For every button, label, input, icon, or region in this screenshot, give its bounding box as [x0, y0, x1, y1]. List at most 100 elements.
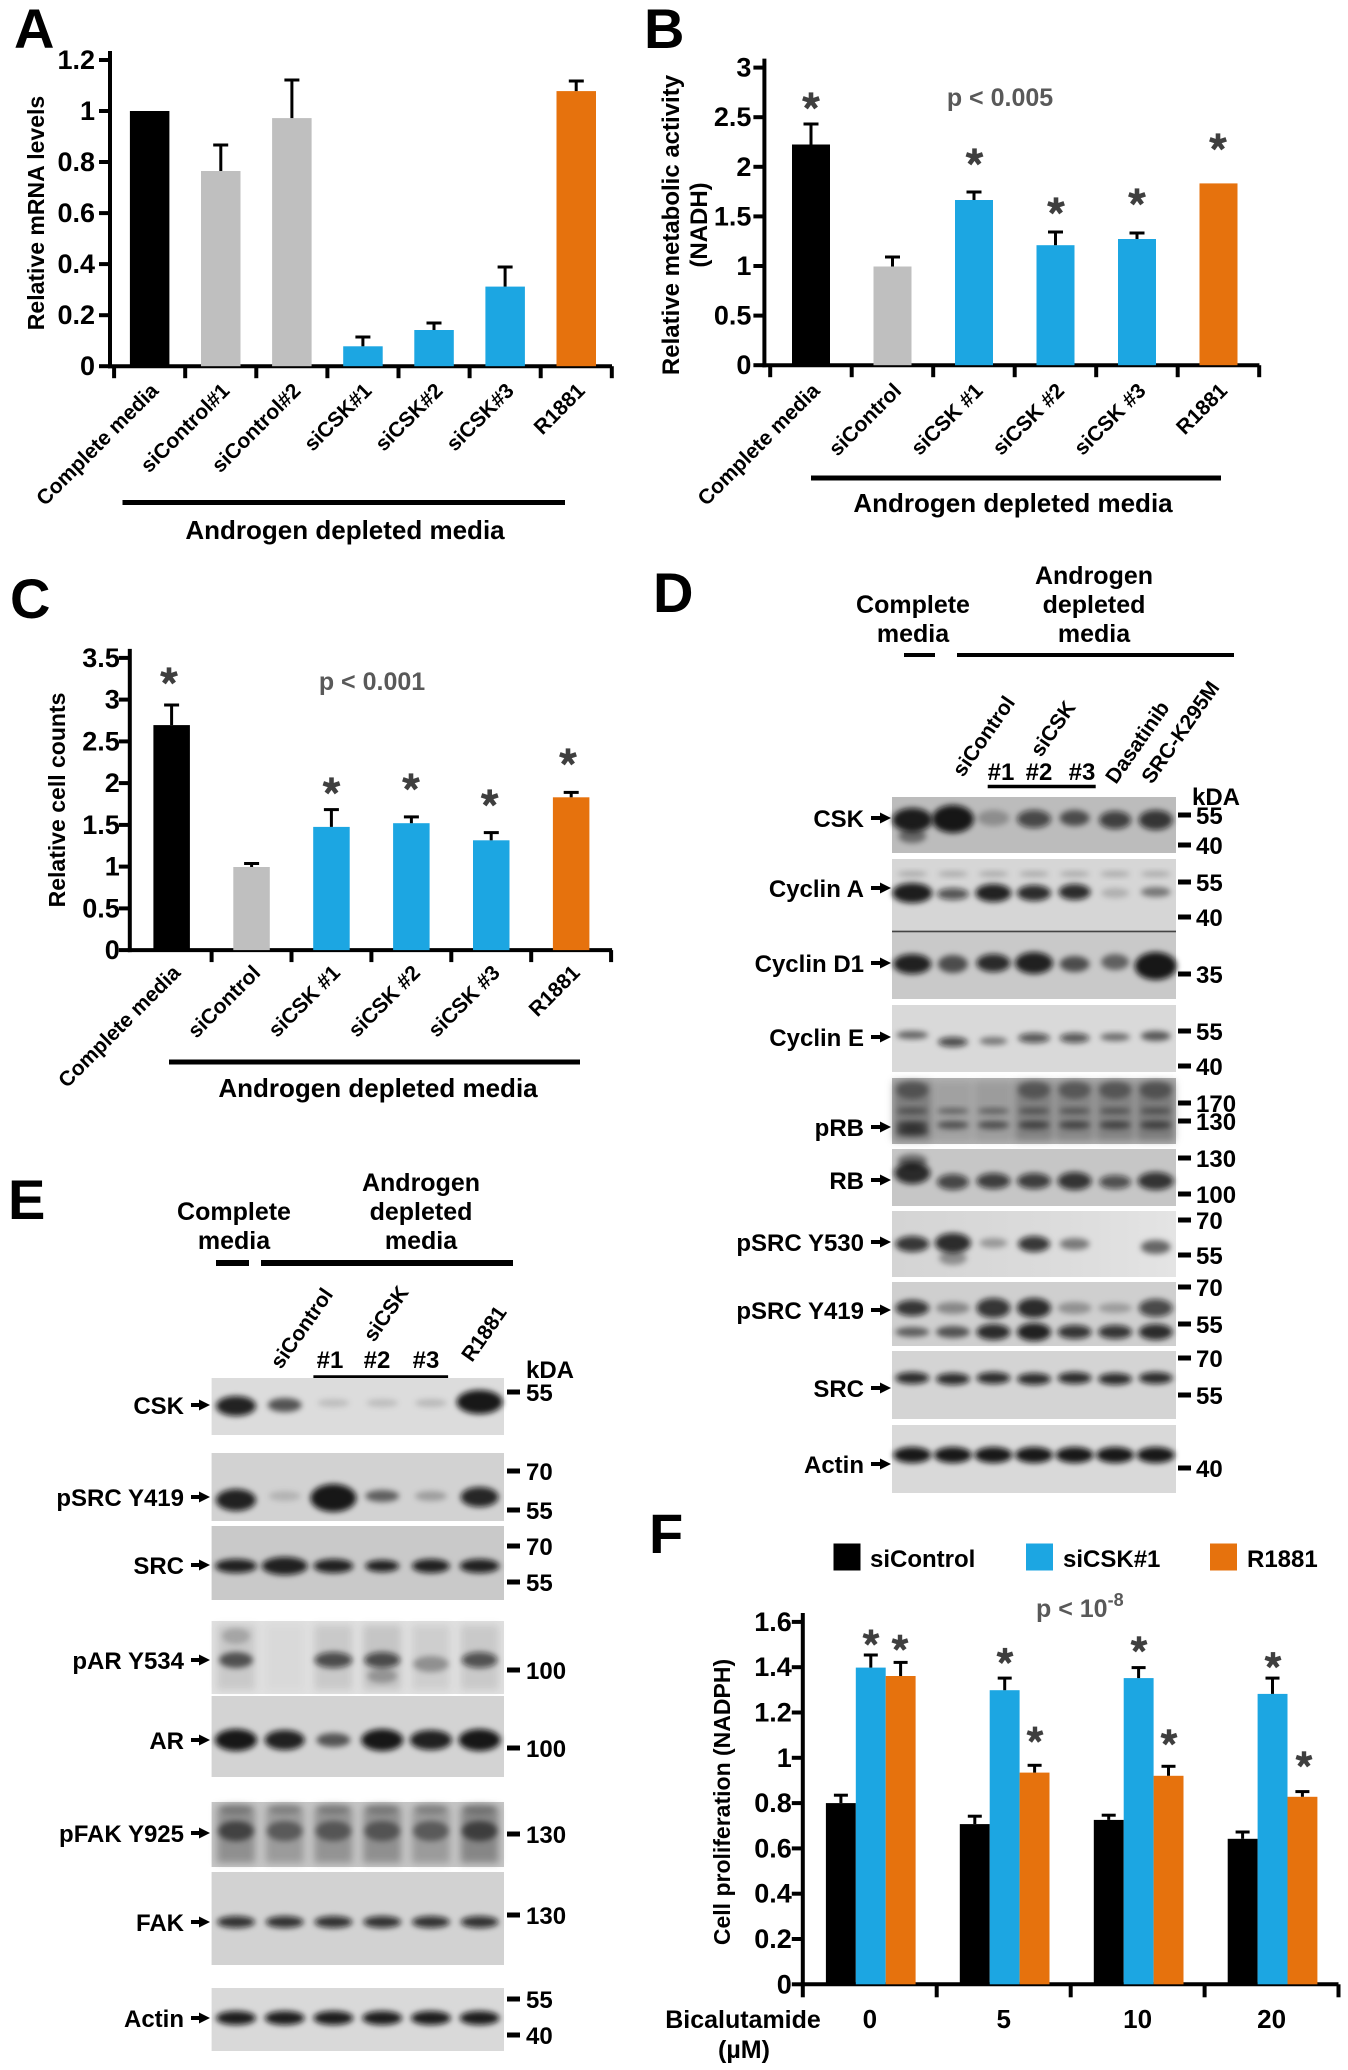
svg-text:2: 2 [736, 152, 751, 182]
svg-text:2.5: 2.5 [82, 726, 120, 756]
svg-text:0: 0 [105, 935, 120, 965]
svg-text:kDA: kDA [1192, 784, 1240, 811]
svg-text:130: 130 [526, 1822, 566, 1849]
svg-text:10: 10 [1123, 2004, 1152, 2034]
svg-text:55: 55 [1196, 1383, 1223, 1410]
svg-text:siCSK#1: siCSK#1 [1063, 1546, 1160, 1573]
svg-text:1: 1 [105, 852, 120, 882]
svg-text:0: 0 [777, 1969, 792, 1999]
svg-text:Relative metabolic activity: Relative metabolic activity [658, 74, 685, 375]
svg-text:55: 55 [526, 1987, 553, 2014]
svg-text:0.6: 0.6 [57, 198, 95, 228]
svg-text:CSK: CSK [813, 806, 864, 833]
svg-text:Complete: Complete [856, 591, 970, 619]
svg-text:40: 40 [1196, 833, 1223, 860]
svg-text:55: 55 [1196, 1019, 1223, 1046]
svg-text:0: 0 [80, 351, 95, 381]
svg-text:SRC: SRC [813, 1376, 864, 1403]
svg-text:0: 0 [863, 2004, 877, 2034]
svg-text:pSRC Y419: pSRC Y419 [736, 1298, 864, 1325]
svg-text:Cyclin E: Cyclin E [769, 1025, 864, 1052]
svg-text:0.4: 0.4 [754, 1879, 792, 1909]
svg-text:55: 55 [1196, 1243, 1223, 1270]
svg-text:0: 0 [736, 350, 751, 380]
svg-text:AR: AR [149, 1728, 184, 1755]
svg-text:Cyclin D1: Cyclin D1 [755, 951, 864, 978]
svg-text:Relative cell counts: Relative cell counts [44, 693, 70, 908]
svg-text:40: 40 [1196, 1054, 1223, 1081]
svg-text:55: 55 [526, 1570, 553, 1597]
svg-text:100: 100 [1196, 1182, 1236, 1209]
svg-text:0.8: 0.8 [57, 147, 95, 177]
svg-text:130: 130 [526, 1903, 566, 1930]
svg-text:55: 55 [1196, 1312, 1223, 1339]
svg-text:Androgen: Androgen [362, 1169, 480, 1197]
svg-text:kDA: kDA [526, 1357, 574, 1384]
svg-text:70: 70 [526, 1459, 553, 1486]
svg-text:170: 170 [1196, 1091, 1236, 1118]
svg-text:130: 130 [1196, 1146, 1236, 1173]
svg-text:#2: #2 [1026, 759, 1053, 786]
svg-text:#3: #3 [413, 1347, 440, 1374]
svg-text:70: 70 [1196, 1275, 1223, 1302]
svg-text:#1: #1 [317, 1347, 344, 1374]
svg-text:1: 1 [80, 96, 95, 126]
svg-text:SRC: SRC [133, 1553, 184, 1580]
svg-text:Cell proliferation (NADPH): Cell proliferation (NADPH) [709, 1659, 735, 1945]
svg-text:A: A [14, 0, 54, 60]
svg-text:3.5: 3.5 [82, 643, 120, 673]
svg-text:Bicalutamide: Bicalutamide [665, 2006, 821, 2034]
svg-text:0.4: 0.4 [57, 249, 95, 279]
svg-text:5: 5 [996, 2004, 1010, 2034]
svg-text:130: 130 [1196, 1109, 1236, 1136]
svg-text:0.2: 0.2 [754, 1924, 792, 1954]
svg-text:media: media [877, 620, 950, 648]
svg-text:40: 40 [1196, 1456, 1223, 1483]
svg-text:D: D [653, 561, 693, 624]
svg-text:media: media [198, 1227, 271, 1255]
svg-text:0.5: 0.5 [714, 301, 752, 331]
svg-text:1.2: 1.2 [57, 45, 95, 75]
svg-text:1.6: 1.6 [754, 1607, 792, 1637]
svg-text:p < 0.001: p < 0.001 [319, 668, 425, 696]
svg-text:2: 2 [105, 768, 120, 798]
svg-text:p < 0.005: p < 0.005 [947, 84, 1053, 112]
svg-text:pSRC Y530: pSRC Y530 [736, 1230, 864, 1257]
svg-text:Relative mRNA levels: Relative mRNA levels [23, 96, 49, 330]
svg-text:1: 1 [777, 1743, 792, 1773]
svg-text:55: 55 [526, 1498, 553, 1525]
svg-text:0.2: 0.2 [57, 300, 95, 330]
svg-text:70: 70 [1196, 1346, 1223, 1373]
svg-text:Androgen depleted media: Androgen depleted media [853, 488, 1173, 518]
svg-text:CSK: CSK [133, 1393, 184, 1420]
svg-text:0.5: 0.5 [82, 893, 120, 923]
svg-text:70: 70 [526, 1534, 553, 1561]
svg-text:FAK: FAK [136, 1910, 185, 1937]
svg-text:0.8: 0.8 [754, 1788, 792, 1818]
svg-text:(NADH): (NADH) [686, 182, 713, 267]
svg-text:1.2: 1.2 [754, 1698, 792, 1728]
svg-text:1.4: 1.4 [754, 1652, 792, 1682]
svg-text:R1881: R1881 [1247, 1546, 1318, 1573]
svg-text:media: media [1058, 620, 1131, 648]
svg-text:pFAK Y925: pFAK Y925 [59, 1821, 184, 1848]
svg-text:p < 10-8: p < 10-8 [1036, 1590, 1124, 1623]
svg-text:depleted: depleted [1043, 591, 1146, 619]
svg-text:F: F [649, 1502, 683, 1565]
svg-text:media: media [385, 1227, 458, 1255]
svg-text:Androgen depleted media: Androgen depleted media [218, 1073, 538, 1103]
svg-text:1.5: 1.5 [714, 201, 752, 231]
svg-text:55: 55 [1196, 870, 1223, 897]
svg-text:(µM): (µM) [718, 2036, 770, 2064]
svg-text:55: 55 [1196, 803, 1223, 830]
svg-text:#2: #2 [364, 1347, 391, 1374]
svg-text:0.6: 0.6 [754, 1833, 792, 1863]
svg-text:100: 100 [526, 1736, 566, 1763]
svg-text:RB: RB [829, 1168, 864, 1195]
svg-text:siControl: siControl [870, 1546, 975, 1573]
svg-text:Actin: Actin [804, 1452, 864, 1479]
svg-text:pSRC Y419: pSRC Y419 [56, 1485, 184, 1512]
svg-text:55: 55 [526, 1380, 553, 1407]
svg-text:40: 40 [526, 2023, 553, 2050]
svg-text:35: 35 [1196, 962, 1223, 989]
